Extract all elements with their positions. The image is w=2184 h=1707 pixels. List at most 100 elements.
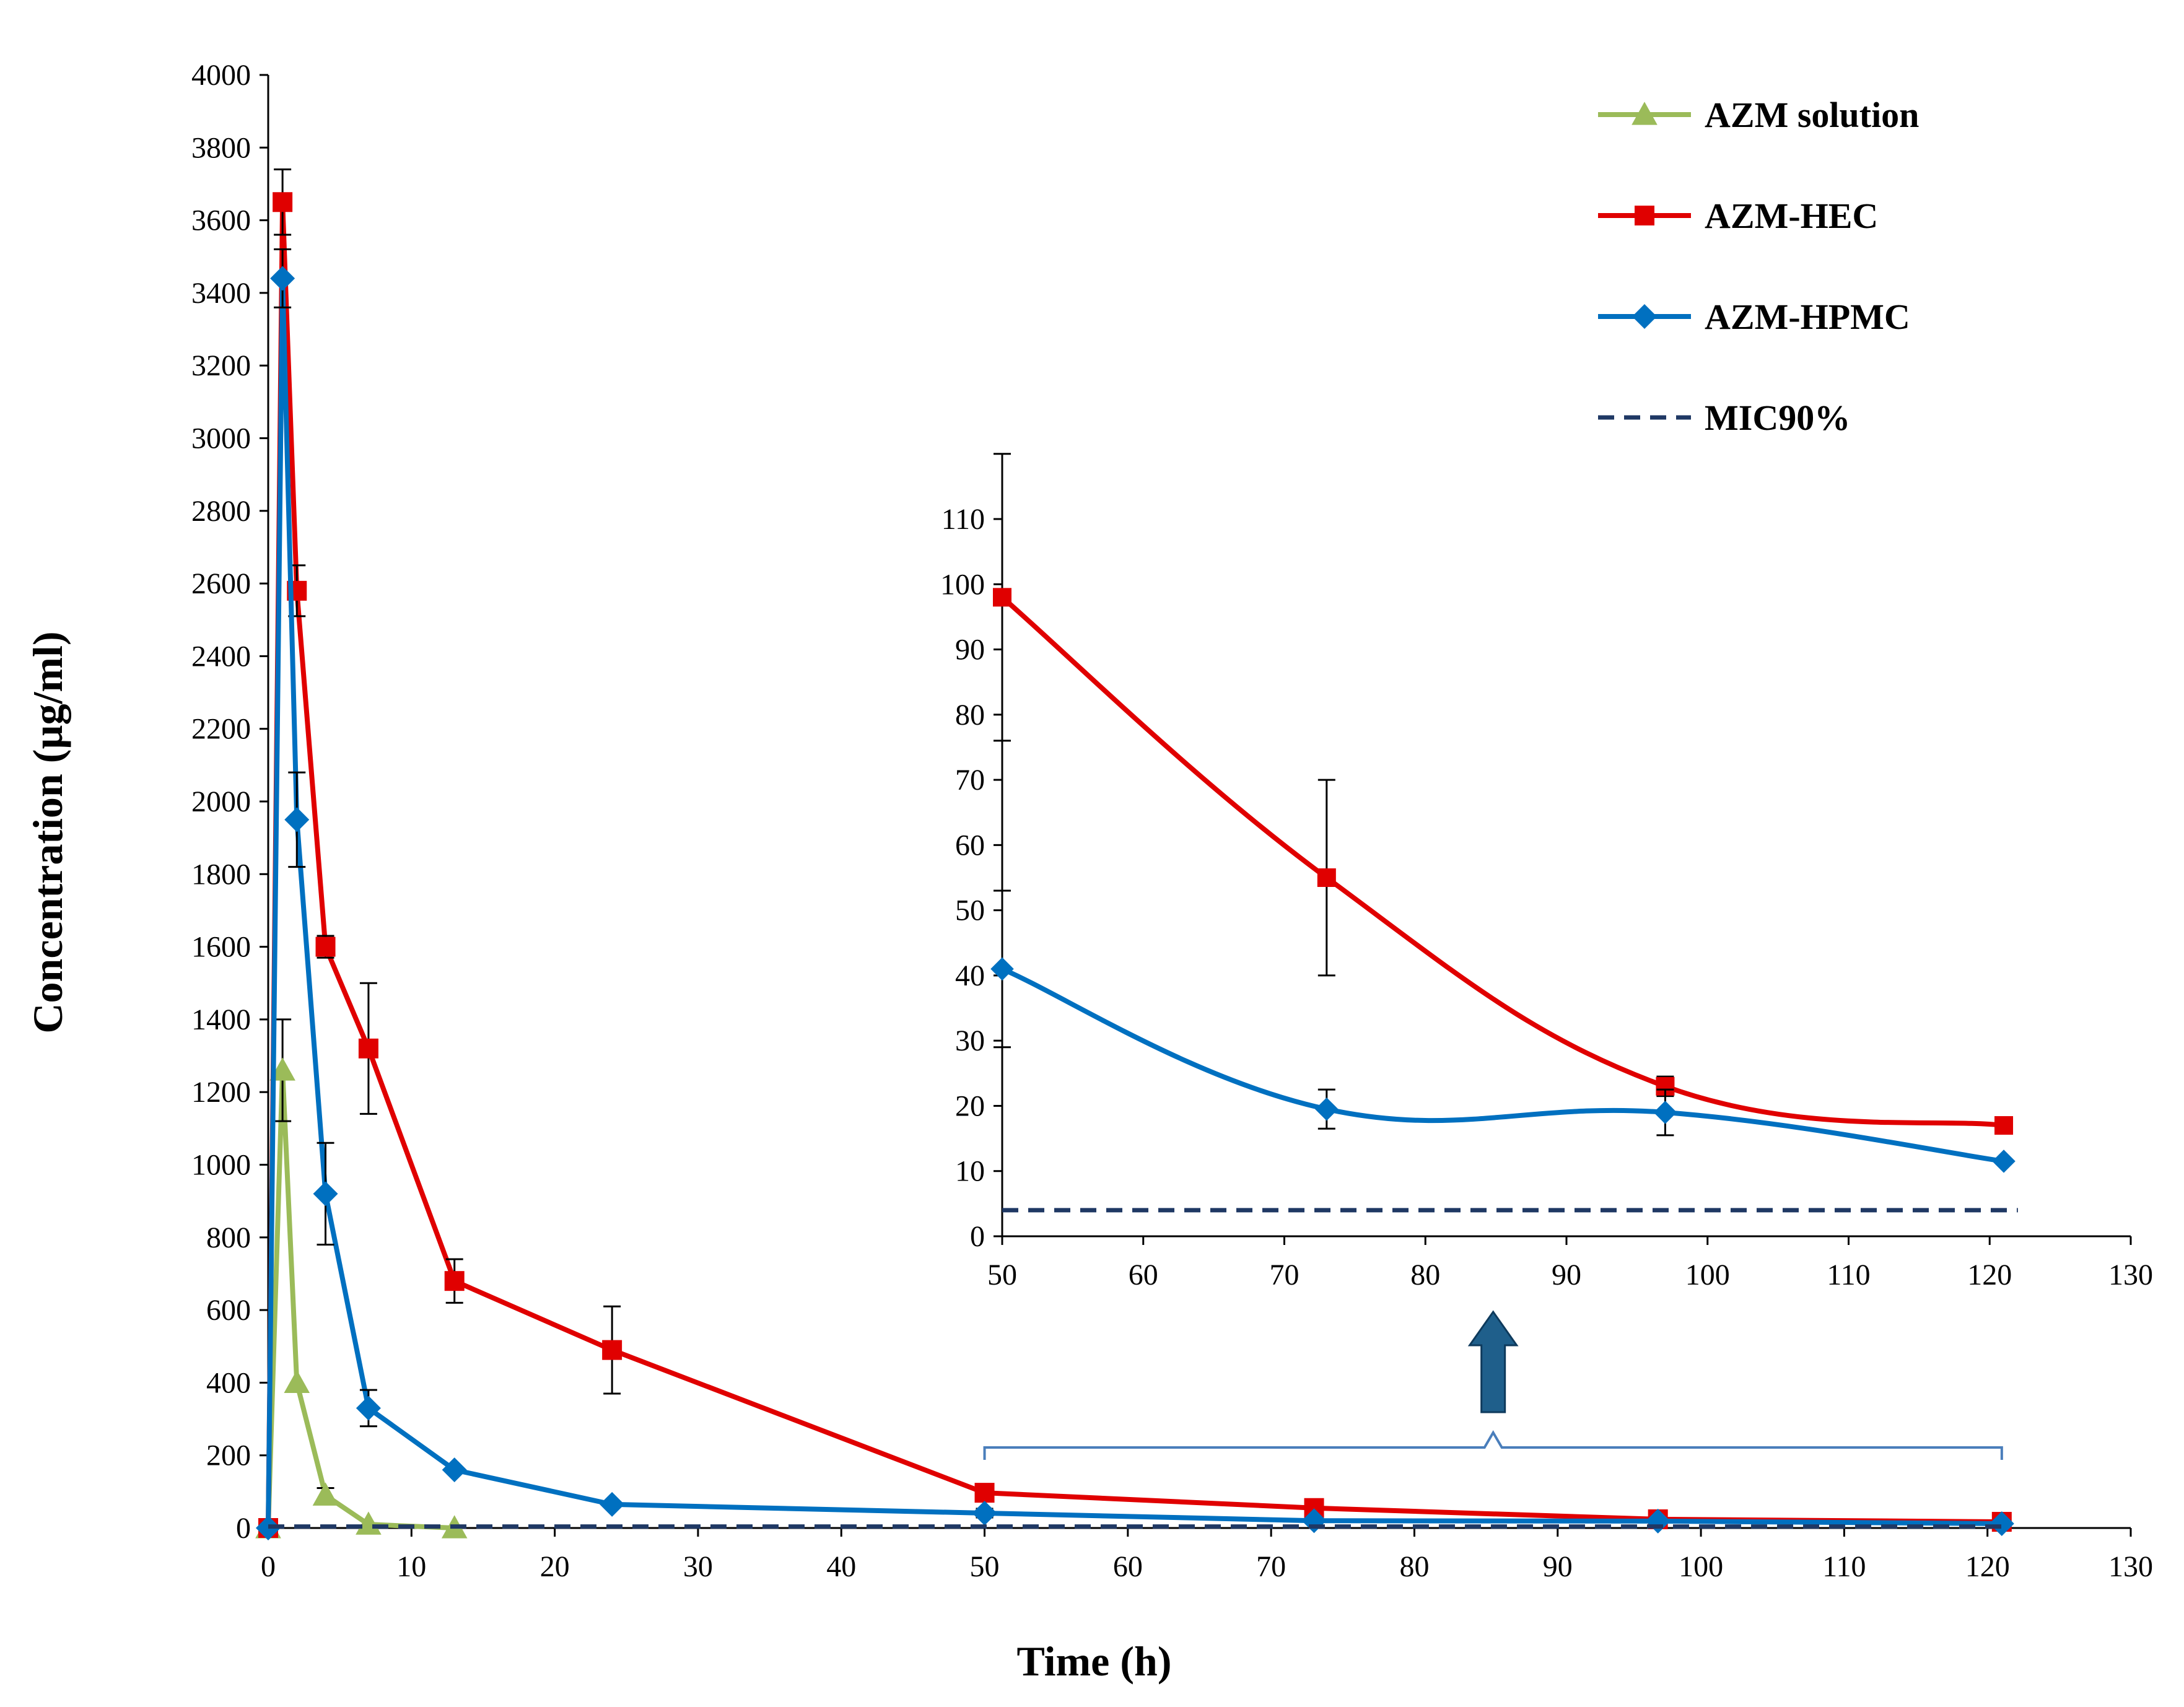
main-y-tick-label: 1600: [191, 931, 251, 964]
main-x-tick-label: 110: [1822, 1550, 1866, 1583]
main-plot: 0 10 20 30 40 50 60 70 80 90 100 110 120 130020040060…: [24, 59, 2153, 1685]
main-azm-solution-point: [312, 1482, 339, 1506]
main-y-tick-label: 800: [206, 1221, 251, 1254]
main-x-tick-label: 100: [1679, 1550, 1723, 1583]
legend: AZM solution AZM-HEC AZM-HPMC MIC90%: [1598, 95, 1919, 438]
main-y-tick-label: 3800: [191, 131, 251, 164]
inset-x-tick-label: 120: [1967, 1259, 2012, 1291]
main-x-tick-label: 130: [2108, 1550, 2153, 1583]
inset-y-tick-label: 110: [941, 503, 985, 536]
main-x-tick-label: 90: [1543, 1550, 1573, 1583]
inset-y-tick-label: 50: [955, 894, 985, 927]
main-y-tick-label: 600: [206, 1294, 251, 1327]
main-y-tick-label: 3400: [191, 277, 251, 310]
main-y-tick-label: 1200: [191, 1076, 251, 1109]
inset-azm-hpmc-line: [1001, 966, 2004, 1164]
legend-item-mic90: MIC90%: [1598, 398, 1850, 438]
main-x-tick-label: 80: [1399, 1550, 1429, 1583]
inset-y-tick-label: 0: [970, 1220, 985, 1253]
main-azm-hec-point: [358, 1038, 378, 1059]
inset-azm-hec-point: [1994, 1116, 2014, 1135]
main-azm-hec-point: [315, 936, 336, 957]
main-y-tick-label: 2800: [191, 495, 251, 528]
main-y-tick-label: 2600: [191, 567, 251, 600]
main-azm-hpmc-point: [1989, 1511, 2014, 1536]
inset-azm-hec-point: [993, 588, 1011, 607]
inset-y-tick-label: 80: [955, 699, 985, 731]
inset-series-azm-hpmc: [990, 889, 2016, 1173]
main-x-tick-label: 0: [261, 1550, 276, 1583]
main-y-tick-label: 2000: [191, 785, 251, 818]
main-x-axis-title: Time (h): [1017, 1638, 1172, 1685]
inset-y-tick-label: 40: [955, 959, 985, 992]
main-x-tick-label: 50: [970, 1550, 1000, 1583]
legend-label: AZM-HPMC: [1705, 297, 1910, 337]
inset-x-tick-label: 90: [1552, 1259, 1581, 1291]
main-y-tick-label: 1400: [191, 1003, 251, 1036]
main-y-tick-label: 1000: [191, 1149, 251, 1182]
legend-item-azm-hpmc: AZM-HPMC: [1598, 297, 1910, 337]
legend-label: AZM solution: [1705, 95, 1919, 135]
inset-x-tick-label: 80: [1410, 1259, 1440, 1291]
zoom-bracket: [983, 1430, 2003, 1460]
main-y-axis-title: Concentration (µg/ml): [24, 631, 71, 1033]
inset-x-tick-label: 100: [1685, 1259, 1730, 1291]
legend-marker: [1631, 102, 1658, 125]
main-azm-hpmc-point: [356, 1395, 381, 1421]
inset-x-tick-label: 130: [2108, 1259, 2153, 1291]
inset-y-tick-label: 30: [955, 1024, 985, 1057]
inset-x-tick-label: 70: [1270, 1259, 1299, 1291]
main-azm-hpmc-point: [600, 1491, 625, 1517]
main-azm-hec-point: [444, 1271, 465, 1291]
main-y-tick-label: 3600: [191, 204, 251, 237]
main-series-azm-solution: [255, 1018, 468, 1539]
main-y-tick-label: 1800: [191, 858, 251, 891]
legend-label: AZM-HEC: [1705, 196, 1878, 236]
main-y-tick-label: 400: [206, 1366, 251, 1399]
main-y-tick-label: 0: [236, 1512, 251, 1545]
inset-azm-hpmc-point: [1315, 1097, 1339, 1121]
zoom-annotation: [983, 1310, 2003, 1460]
inset-azm-hec-point: [1317, 868, 1336, 887]
main-x-tick-label: 60: [1113, 1550, 1143, 1583]
main-series-azm-hec: [258, 168, 2012, 1538]
main-azm-hec-point: [273, 192, 293, 212]
inset-y-tick-label: 60: [955, 829, 985, 862]
main-azm-solution-point: [284, 1369, 310, 1394]
inset-azm-hpmc-point: [1653, 1101, 1677, 1124]
main-azm-hpmc-point: [270, 266, 295, 291]
main-azm-hec-point: [974, 1483, 995, 1503]
legend-item-azm-hec: AZM-HEC: [1598, 196, 1878, 236]
legend-item-azm-solution: AZM solution: [1598, 95, 1919, 135]
main-x-tick-label: 30: [683, 1550, 713, 1583]
inset-y-tick-label: 90: [955, 634, 985, 666]
inset-x-tick-label: 50: [987, 1259, 1017, 1291]
main-x-tick-label: 120: [1965, 1550, 2010, 1583]
main-azm-hpmc-point: [284, 807, 310, 832]
inset-azm-hpmc-point: [1992, 1150, 2016, 1173]
main-azm-hpmc-point: [313, 1181, 338, 1207]
legend-marker: [1632, 304, 1657, 329]
main-y-tick-label: 4000: [191, 59, 251, 92]
main-azm-hpmc-point: [972, 1500, 997, 1526]
main-x-tick-label: 10: [396, 1550, 426, 1583]
main-azm-solution-line: [266, 1068, 455, 1530]
main-y-tick-label: 3000: [191, 422, 251, 455]
inset-y-tick-label: 10: [955, 1155, 985, 1188]
main-azm-hpmc-line: [266, 276, 2002, 1529]
main-azm-solution-point: [356, 1511, 382, 1535]
legend-marker: [1635, 206, 1654, 225]
main-azm-solution-point: [269, 1057, 295, 1081]
main-azm-hec-point: [602, 1340, 622, 1360]
inset-y-tick-label: 100: [940, 568, 985, 601]
main-series-azm-hpmc: [256, 248, 2014, 1540]
zoom-arrow: [1467, 1310, 1519, 1413]
legend-label: MIC90%: [1705, 398, 1850, 438]
inset-plot: 50 60 70 80 90 100 110 120 130 0 10 20 30 40 50 60 70 80 9…: [940, 453, 2153, 1291]
main-y-tick-label: 2200: [191, 713, 251, 746]
main-y-tick-label: 3200: [191, 349, 251, 382]
main-y-tick-label: 2400: [191, 640, 251, 673]
main-x-tick-label: 70: [1256, 1550, 1286, 1583]
